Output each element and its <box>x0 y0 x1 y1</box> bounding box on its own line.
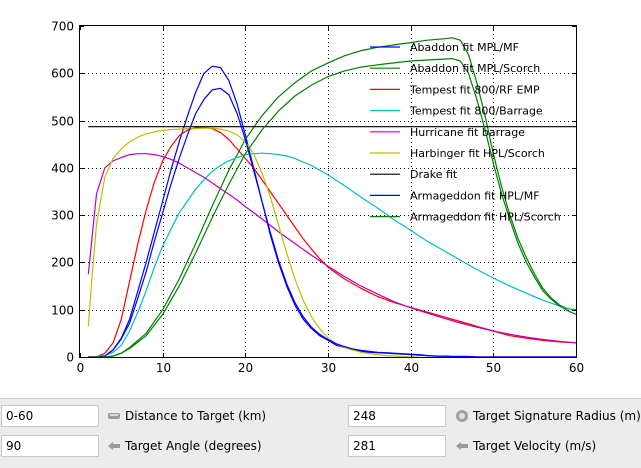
signature-radius-label: Target Signature Radius (m) <box>473 409 641 423</box>
distance-label: Distance to Target (km) <box>125 409 267 423</box>
x-tick-label: 0 <box>77 361 85 375</box>
legend-label-4: Hurricane fit barrage <box>410 126 525 139</box>
y-tick-label: 600 <box>51 67 74 81</box>
legend-label-2: Tempest fit 800/RF EMP <box>409 83 540 96</box>
control-panel: 0-60 Distance to Target (km) 248 Target … <box>0 398 641 468</box>
x-tick-label: 30 <box>321 361 336 375</box>
y-tick-label: 0 <box>66 351 74 365</box>
x-tick-label: 60 <box>569 361 584 375</box>
legend-label-1: Abaddon fit MPL/Scorch <box>410 62 540 75</box>
legend-label-0: Abaddon fit MPL/MF <box>410 41 519 54</box>
series-line-4 <box>87 153 577 344</box>
y-tick-label: 700 <box>51 20 74 34</box>
y-tick-label: 500 <box>51 115 74 129</box>
angle-label: Target Angle (degrees) <box>125 439 262 453</box>
y-tick-label: 300 <box>51 209 74 223</box>
velocity-icon <box>456 442 468 450</box>
legend-label-8: Armageddon fit HPL/Scorch <box>410 211 561 224</box>
velocity-label: Target Velocity (m/s) <box>473 439 597 453</box>
legend-label-5: Harbinger fit HPL/Scorch <box>410 147 545 160</box>
series-line-3 <box>88 152 577 358</box>
distance-icon <box>108 413 120 419</box>
x-tick-label: 20 <box>238 361 253 375</box>
x-tick-label: 40 <box>404 361 419 375</box>
x-tick-label: 50 <box>486 361 501 375</box>
grid <box>80 26 576 357</box>
y-tick-label: 400 <box>51 162 74 176</box>
y-tick-label: 100 <box>51 304 74 318</box>
plot-frame <box>79 25 577 358</box>
legend: Abaddon fit MPL/MF Abaddon fit MPL/Scorch… <box>370 41 561 224</box>
legend-label-7: Armageddon fit HPL/MF <box>410 189 540 202</box>
angle-icon <box>108 442 120 450</box>
distance-input[interactable]: 0-60 <box>1 405 99 427</box>
x-tick-label: 10 <box>156 361 171 375</box>
control-row-1: 0-60 Distance to Target (km) 248 Target … <box>0 405 641 435</box>
control-row-2: 90 Target Angle (degrees) 281 Target Vel… <box>0 435 641 465</box>
series-line-2 <box>88 126 577 358</box>
velocity-input[interactable]: 281 <box>348 435 446 457</box>
y-tick-label: 200 <box>51 256 74 270</box>
signature-radius-input[interactable]: 248 <box>348 405 446 427</box>
signature-radius-icon <box>456 410 468 422</box>
series-line-8 <box>88 57 577 358</box>
legend-label-3: Tempest fit 800/Barrage <box>409 105 543 118</box>
legend-label-6: Drake fit <box>410 168 458 181</box>
angle-input[interactable]: 90 <box>1 435 99 457</box>
